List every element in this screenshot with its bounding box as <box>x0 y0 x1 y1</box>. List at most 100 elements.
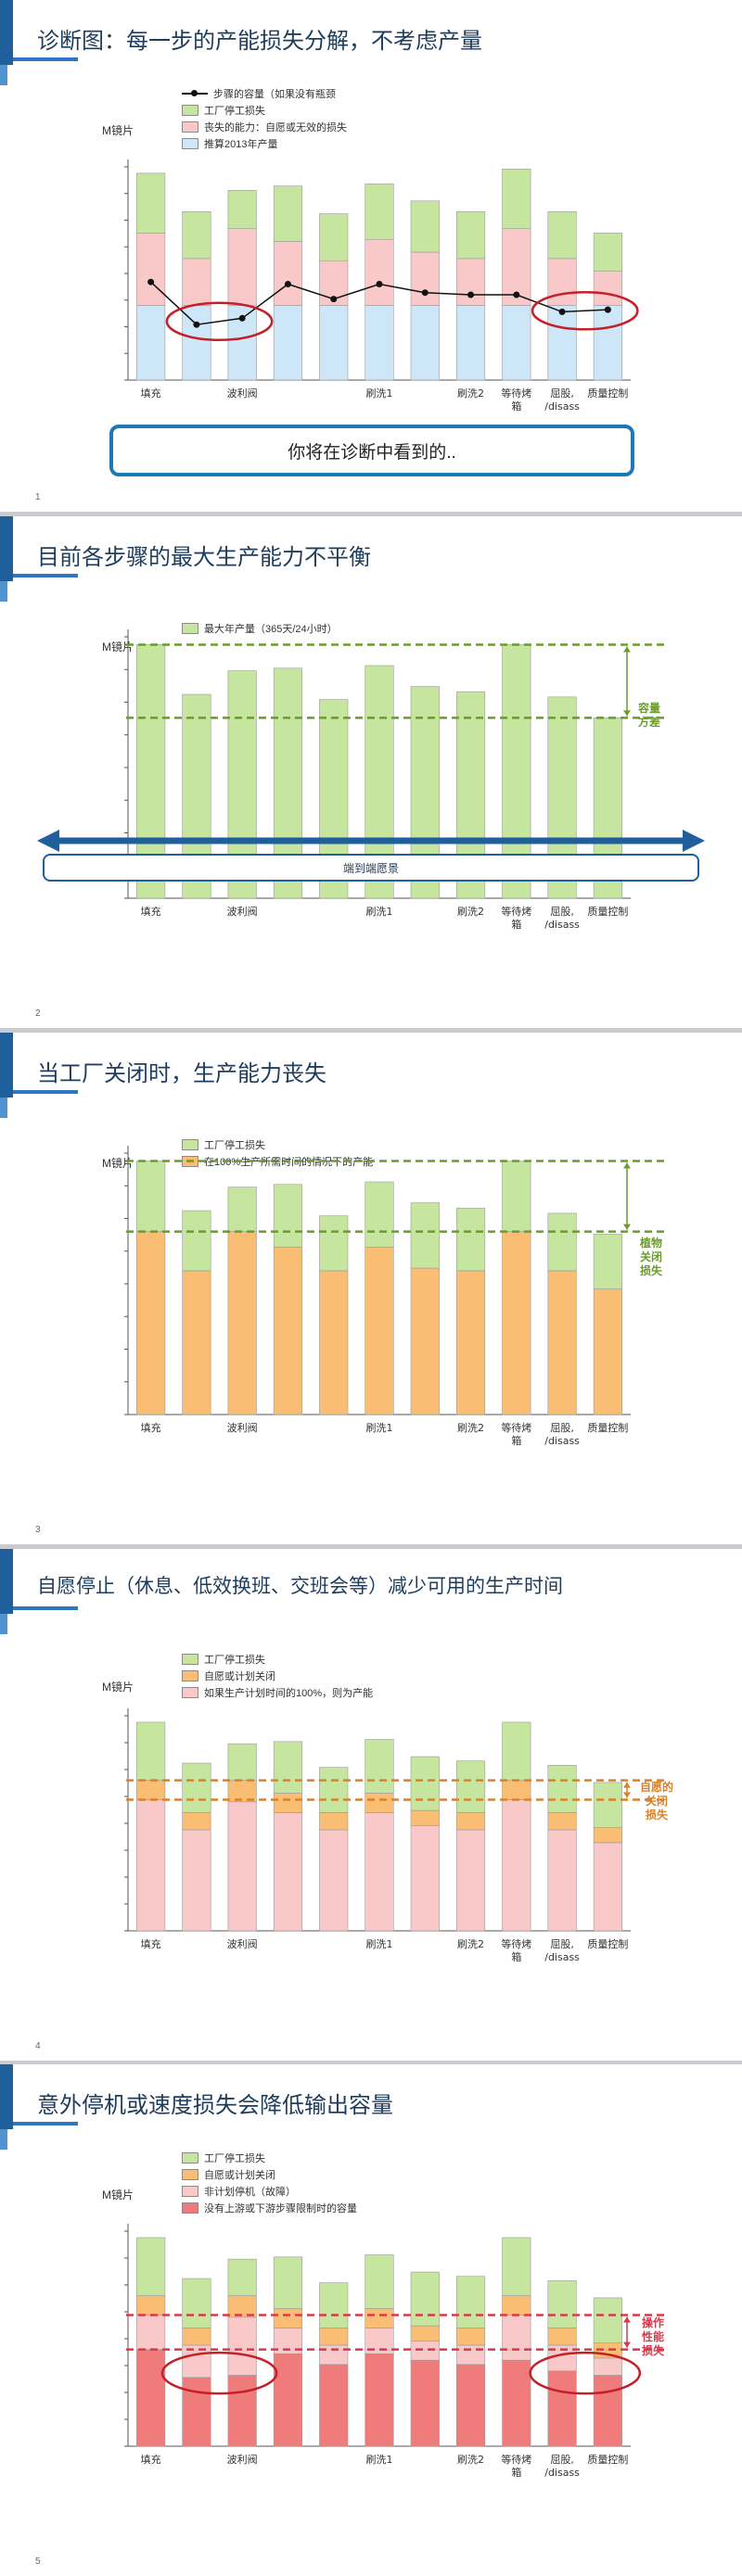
legend-label: 在100%生产所需时间的情况下的产能 <box>204 1157 374 1168</box>
x-tick-label: 等待烤 <box>501 1937 531 1950</box>
bar-segment <box>136 2315 166 2350</box>
bar-segment <box>227 2316 257 2376</box>
x-tick-label: 屈股, <box>550 906 574 918</box>
x-tick-label: 填充 <box>141 1937 161 1950</box>
slide-number: 2 <box>35 1009 41 1019</box>
legend-item: 步骤的容量（如果没有瓶颈 <box>182 85 347 102</box>
bar-segment <box>319 1829 349 1932</box>
bar-segment <box>319 305 349 381</box>
x-tick-label: 屈股, <box>550 2454 574 2466</box>
operational-performance-loss-label: 操作 性能 损失 <box>642 2316 665 2357</box>
gap-arrow-up <box>623 646 631 653</box>
slide-4: 自愿停止（休息、低效换班、交班会等）减少可用的生产时间 M镜片 工厂停工损失 自… <box>0 1549 742 2061</box>
legend-swatch <box>182 1654 198 1665</box>
bar-segment <box>273 1793 303 1813</box>
bar-segment <box>455 2364 486 2447</box>
capacity-point <box>238 314 246 322</box>
bar-segment <box>273 1184 303 1248</box>
end-to-end-arrow-left <box>37 830 59 852</box>
bar-segment <box>410 1825 440 1932</box>
bar-segment <box>410 1756 440 1811</box>
bar-segment <box>227 2258 257 2296</box>
bar-segment <box>455 2344 486 2366</box>
bar-segment <box>227 2375 257 2447</box>
bar-segment <box>365 2308 394 2329</box>
x-tick-label: 等待烤 <box>501 1421 531 1434</box>
bar-segment <box>319 2364 349 2447</box>
bar-segment <box>182 2328 211 2346</box>
x-tick-label: 刷洗2 <box>457 2454 484 2466</box>
legend-item: 丧失的能力：自愿或无效的损失 <box>182 119 347 135</box>
bar-segment <box>455 258 486 306</box>
bar-segment <box>502 1721 531 1781</box>
legend-swatch <box>182 623 198 634</box>
legend-label: 推算2013年产量 <box>204 139 278 150</box>
bar-segment <box>227 1186 257 1232</box>
bar-segment <box>593 2375 622 2447</box>
bar-segment <box>502 1231 531 1415</box>
x-tick-label: 波利阀 <box>227 1421 258 1434</box>
gap-arrow-up <box>623 1162 631 1169</box>
bar-segment <box>547 1212 577 1272</box>
bar-segment <box>273 1247 303 1415</box>
slide-number: 5 <box>35 2557 41 2567</box>
legend-item: 工厂停工损失 <box>182 2150 357 2166</box>
bar-segment <box>136 1799 166 1932</box>
legend-swatch <box>182 138 198 149</box>
x-tick-label: 箱 <box>511 1950 521 1963</box>
bottleneck-highlight <box>529 2351 642 2395</box>
title-underline <box>13 2122 78 2126</box>
x-tick-label: 箱 <box>511 2466 521 2479</box>
gap-arrow-up <box>623 1782 631 1788</box>
bar-segment <box>502 1161 531 1232</box>
x-tick-label: 刷洗2 <box>457 906 484 918</box>
bar-segment <box>455 1829 486 1932</box>
legend-label: 最大年产量（365天/24小时） <box>204 624 338 635</box>
gap-arrow-down <box>623 1224 631 1230</box>
bar-segment <box>593 1827 622 1844</box>
bar-segment <box>182 1812 211 1831</box>
bar-segment <box>182 2377 211 2447</box>
slide-number: 1 <box>35 492 41 502</box>
capacity-point <box>330 296 338 303</box>
legend-swatch <box>182 1139 198 1150</box>
bar-segment <box>136 2349 166 2447</box>
bar-segment <box>227 190 257 230</box>
bar-segment <box>319 2328 349 2346</box>
title-underline <box>13 1090 78 1094</box>
slide-accent-bar <box>0 1033 13 1118</box>
bar-segment <box>182 258 211 306</box>
y-axis-label: M镜片 <box>102 124 134 137</box>
x-tick-label: /disass <box>544 400 580 412</box>
bar-segment <box>365 1739 394 1794</box>
slide-number: 3 <box>35 1525 41 1535</box>
bar-segment <box>502 2315 531 2361</box>
bar-segment <box>273 1812 303 1932</box>
bar-segment <box>136 1780 166 1800</box>
bar-segment <box>502 1799 531 1932</box>
x-tick-label: /disass <box>544 2467 580 2479</box>
bar-segment <box>455 305 486 381</box>
bar-segment <box>547 2280 577 2329</box>
bar-segment <box>593 305 622 381</box>
end-to-end-arrow-right <box>683 830 705 852</box>
legend-swatch <box>182 105 198 116</box>
bar-segment <box>502 305 531 381</box>
bar-segment <box>365 1812 394 1932</box>
bar-segment <box>455 1812 486 1831</box>
legend-item: 自愿或计划关闭 <box>182 1668 373 1684</box>
capacity-point <box>513 291 520 298</box>
gap-arrow-down <box>623 710 631 717</box>
bar-segment <box>410 1809 440 1826</box>
bar-segment <box>273 2308 303 2329</box>
capacity-point <box>467 291 475 298</box>
x-tick-label: 等待烤 <box>501 387 531 400</box>
y-axis-label: M镜片 <box>102 1681 134 1694</box>
bar-segment <box>593 271 622 306</box>
legend-label: 自愿或计划关闭 <box>204 1671 275 1682</box>
bar-segment <box>502 1780 531 1800</box>
legend-label: 工厂停工损失 <box>204 1655 265 1666</box>
slide-5: 意外停机或速度损失会降低输出容量 M镜片 工厂停工损失 自愿或计划关闭 非计划停… <box>0 2064 742 2576</box>
